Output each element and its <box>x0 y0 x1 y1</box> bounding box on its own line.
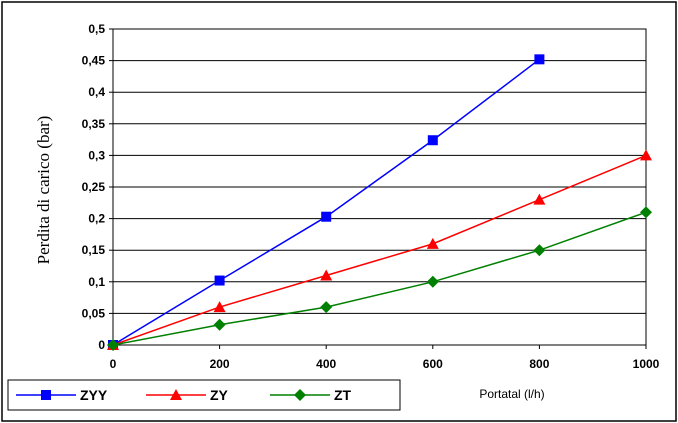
legend-label-zy: ZY <box>210 387 229 403</box>
data-point-zyy <box>427 135 438 146</box>
data-point-zy <box>640 149 652 161</box>
data-point-zt <box>107 339 119 351</box>
data-point-zt <box>640 206 652 219</box>
x-tick-label: 800 <box>529 357 549 371</box>
series-group <box>107 54 652 351</box>
axis-ticks: 0 0,05 0,1 0,15 0,2 0,25 0,3 0,35 0,4 0,45 0,5 0 200… <box>82 22 660 371</box>
legend-item-zt: ZT <box>270 387 352 403</box>
data-point-zt <box>320 301 333 314</box>
data-point-zt <box>213 318 226 331</box>
legend-label-zyy: ZYY <box>80 387 108 403</box>
legend: ZYY ZY ZT <box>16 387 352 403</box>
y-tick-label: 0,45 <box>82 54 106 68</box>
data-point-zt <box>426 275 439 288</box>
y-tick-label: 0,1 <box>88 275 105 289</box>
y-tick-label: 0 <box>98 338 105 352</box>
x-axis-label: Portatal (l/h) <box>479 387 544 401</box>
x-tick-label: 600 <box>423 357 443 371</box>
data-point-zy <box>426 237 439 249</box>
x-tick-label: 400 <box>316 357 336 371</box>
data-point-zyy <box>321 211 332 222</box>
y-tick-label: 0,5 <box>88 22 105 36</box>
y-tick-label: 0,4 <box>88 85 105 99</box>
y-tick-label: 0,3 <box>88 148 105 162</box>
legend-item-zyy: ZYY <box>16 387 108 403</box>
y-tick-label: 0,2 <box>88 212 105 226</box>
y-axis-label: Perdita di carico (bar) <box>34 116 53 265</box>
data-point-zt <box>533 244 546 257</box>
legend-label-zt: ZT <box>334 387 352 403</box>
legend-marker-zt <box>294 389 306 401</box>
series-line-zy <box>112 154 647 346</box>
data-point-zyy <box>534 54 545 65</box>
legend-marker-zy <box>170 389 182 400</box>
data-point-zy <box>320 269 333 281</box>
data-point-zyy <box>214 275 225 286</box>
legend-item-zy: ZY <box>146 387 229 403</box>
x-tick-label: 200 <box>210 357 230 371</box>
x-tick-label: 1000 <box>633 357 660 371</box>
series-line-zt <box>112 211 647 346</box>
y-tick-label: 0,05 <box>82 306 106 320</box>
y-tick-label: 0,35 <box>82 117 106 131</box>
y-tick-label: 0,15 <box>82 243 106 257</box>
data-point-zy <box>533 193 546 205</box>
legend-marker-zyy <box>41 390 51 400</box>
data-point-zy <box>213 301 226 313</box>
x-tick-label: 0 <box>110 357 117 371</box>
y-tick-label: 0,25 <box>82 180 106 194</box>
series-zt <box>107 206 652 351</box>
